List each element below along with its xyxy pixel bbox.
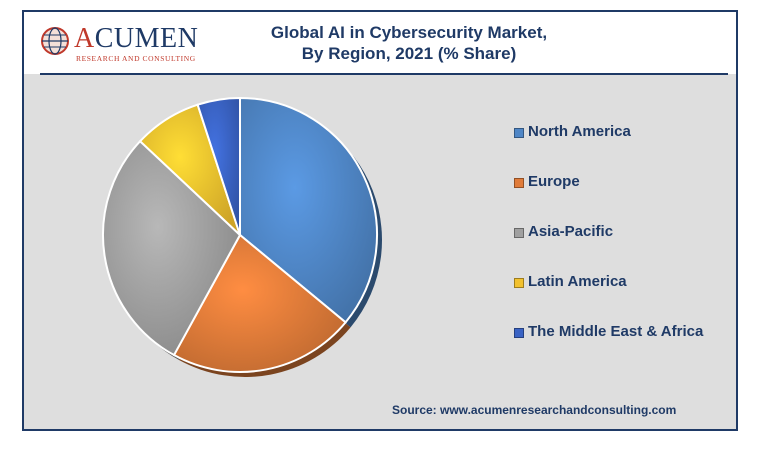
globe-icon (41, 27, 69, 55)
legend-swatch (514, 328, 524, 338)
pie-chart (102, 96, 383, 377)
legend-swatch (514, 128, 524, 138)
legend-label: The Middle East & Africa (528, 323, 704, 340)
pie-slice-north-america (239, 96, 378, 324)
source-note: Source: www.acumenresearchandconsulting.… (392, 403, 677, 417)
acumen-logo: ACUMEN RESEARCH AND CONSULTING (40, 22, 220, 68)
legend-label: Europe (528, 173, 580, 190)
chart-title: Global AI in Cybersecurity Market, By Re… (224, 22, 594, 64)
legend-swatch (514, 278, 524, 288)
chart-frame: ACUMEN RESEARCH AND CONSULTING Global AI… (22, 10, 738, 431)
header-divider (40, 73, 728, 75)
legend-label: North America (528, 123, 631, 140)
legend-swatch (514, 178, 524, 188)
pie-slice-asia-pacific (102, 139, 242, 357)
legend-swatch (514, 228, 524, 238)
logo-wordmark: ACUMEN (74, 23, 199, 54)
logo-tagline: RESEARCH AND CONSULTING (76, 54, 196, 63)
chart-title-line-1: Global AI in Cybersecurity Market, (270, 23, 548, 42)
pie-slices (102, 96, 383, 377)
pie-slice-europe (172, 233, 347, 373)
legend-label: Asia-Pacific (528, 223, 614, 240)
chart-title-line-2: By Region, 2021 (% Share) (301, 44, 517, 63)
pie-slice-the-middle-east-africa (196, 96, 241, 236)
legend-label: Latin America (528, 273, 627, 290)
header: ACUMEN RESEARCH AND CONSULTING Global AI… (24, 12, 736, 74)
